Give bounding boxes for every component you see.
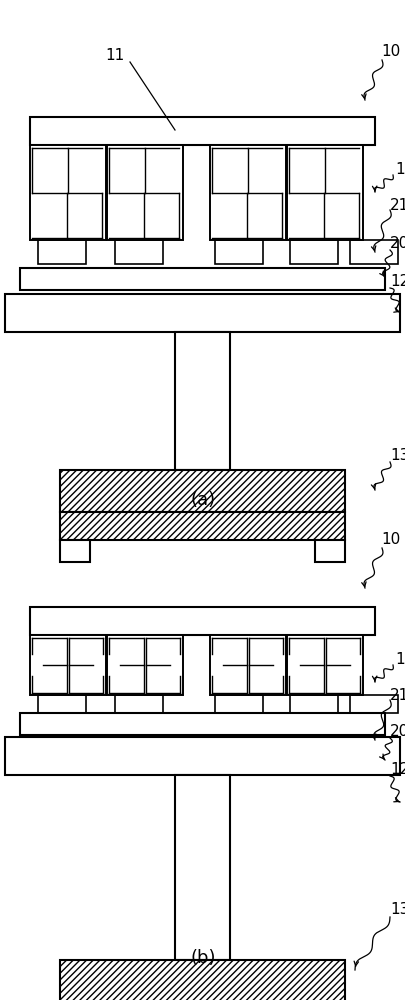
Bar	[349, 695, 397, 713]
Bar	[30, 635, 106, 695]
Bar	[215, 240, 262, 264]
Text: 13: 13	[389, 448, 405, 462]
Text: 10: 10	[380, 44, 399, 60]
Text: 21: 21	[389, 198, 405, 213]
Text: 10: 10	[380, 532, 399, 548]
Bar	[286, 635, 362, 695]
Text: 13: 13	[389, 902, 405, 918]
Text: (b): (b)	[190, 949, 215, 967]
Text: 1: 1	[394, 162, 404, 178]
Bar	[60, 960, 344, 1000]
Bar	[289, 695, 337, 713]
Text: 12: 12	[389, 274, 405, 290]
Bar	[289, 240, 337, 264]
Bar	[60, 540, 90, 562]
Text: 11: 11	[105, 47, 124, 62]
Bar	[349, 240, 397, 264]
Bar	[5, 294, 399, 332]
Bar	[38, 240, 86, 264]
Text: 12: 12	[389, 762, 405, 778]
Bar	[314, 540, 344, 562]
Bar	[107, 145, 183, 240]
Bar	[115, 240, 162, 264]
Bar	[107, 635, 183, 695]
Bar	[20, 713, 384, 735]
Bar	[60, 470, 344, 512]
Bar	[209, 145, 285, 240]
Bar	[175, 332, 230, 470]
Text: 21: 21	[389, 688, 405, 702]
Bar	[175, 775, 230, 960]
Bar	[5, 737, 399, 775]
Bar	[60, 512, 344, 540]
Bar	[115, 695, 162, 713]
Text: 1: 1	[394, 652, 404, 668]
Text: (a): (a)	[190, 491, 215, 509]
Bar	[30, 607, 374, 635]
Bar	[209, 635, 285, 695]
Bar	[30, 145, 106, 240]
Bar	[215, 695, 262, 713]
Bar	[30, 117, 374, 145]
Bar	[38, 695, 86, 713]
Text: 20: 20	[389, 236, 405, 251]
Text: 20: 20	[389, 724, 405, 740]
Bar	[286, 145, 362, 240]
Bar	[20, 268, 384, 290]
